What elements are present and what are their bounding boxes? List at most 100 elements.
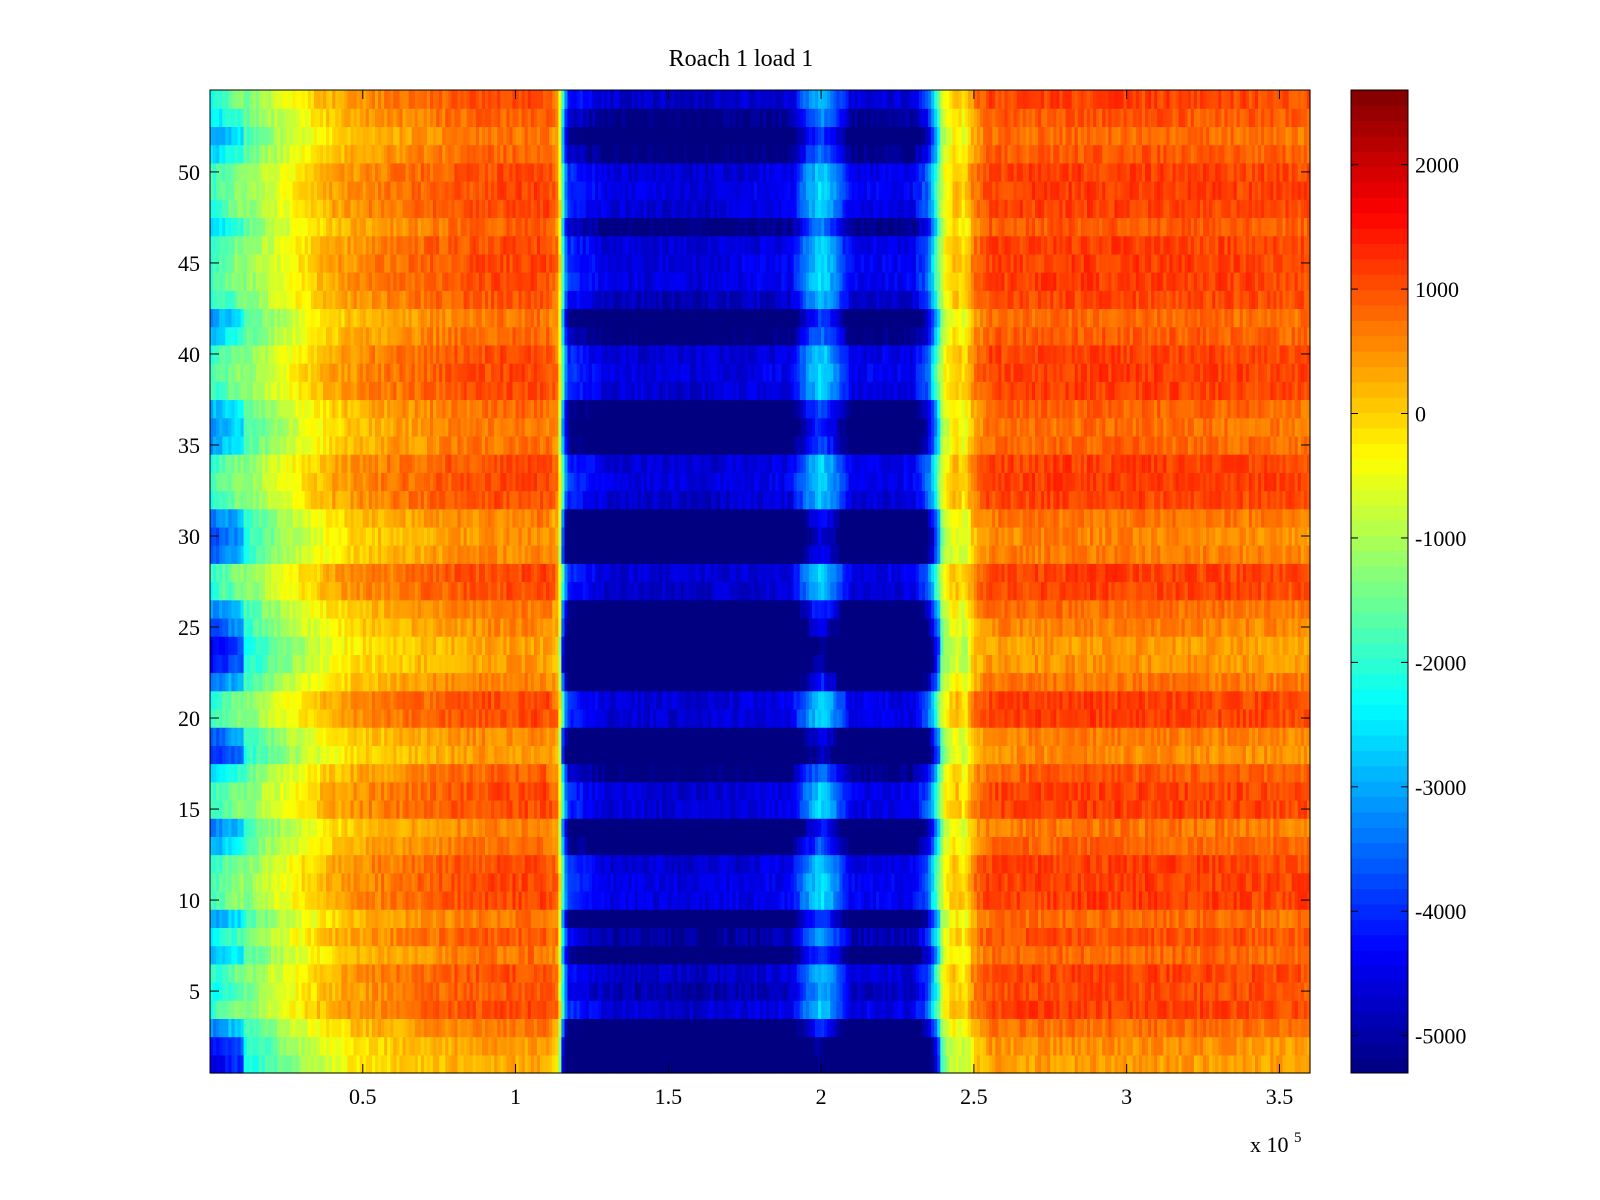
heatmap-cell	[430, 1054, 434, 1074]
heatmap-cell	[261, 1000, 266, 1019]
heatmap-cell	[576, 1036, 581, 1056]
heatmap-cell	[726, 1054, 731, 1074]
heatmap-cell	[747, 981, 752, 1001]
heatmap-cell	[680, 1000, 685, 1019]
heatmap-cell	[909, 1000, 914, 1019]
heatmap-cell	[1196, 1000, 1201, 1019]
heatmap-cell	[775, 1054, 779, 1074]
heatmap-cell	[588, 1018, 593, 1038]
heatmap-cell	[625, 1000, 630, 1019]
heatmap-cell	[390, 1036, 394, 1056]
heatmap-cell	[540, 1018, 544, 1038]
heatmap-cell	[1080, 1054, 1085, 1074]
heatmap-cell	[295, 1018, 300, 1038]
heatmap-cell	[1148, 1018, 1152, 1038]
heatmap-cell	[854, 981, 859, 1001]
heatmap-cell	[289, 981, 294, 1001]
heatmap-cell	[909, 981, 914, 1001]
heatmap-cell	[808, 1054, 813, 1074]
heatmap-cell	[711, 1036, 715, 1056]
heatmap-cell	[219, 1018, 223, 1038]
heatmap-cell	[781, 981, 786, 1001]
heatmap-cell	[567, 1018, 572, 1038]
heatmap-cell	[973, 1018, 978, 1038]
heatmap-row	[210, 1036, 1311, 1056]
heatmap-cell	[1025, 1018, 1030, 1038]
heatmap-cell	[1190, 1000, 1195, 1019]
heatmap-cell	[643, 1000, 648, 1019]
heatmap-cell	[934, 1018, 938, 1038]
heatmap-cell	[240, 981, 245, 1001]
heatmap-cell	[570, 1000, 575, 1019]
heatmap-cell	[555, 1036, 559, 1056]
heatmap-cell	[1230, 1000, 1235, 1019]
heatmap-cell	[937, 1054, 941, 1074]
heatmap-cell	[1022, 1054, 1027, 1074]
heatmap-cell	[1273, 1054, 1277, 1074]
heatmap-cell	[1221, 1018, 1226, 1038]
heatmap-cell	[280, 1000, 284, 1019]
heatmap-cell	[1041, 1036, 1045, 1056]
heatmap-cell	[1102, 1018, 1106, 1038]
heatmap-cell	[720, 1018, 724, 1038]
heatmap-cell	[686, 1036, 691, 1056]
heatmap-cell	[931, 981, 935, 1001]
heatmap-cell	[445, 1036, 449, 1056]
heatmap-cell	[1203, 1000, 1207, 1019]
heatmap-cell	[781, 1018, 786, 1038]
heatmap-cell	[802, 1054, 807, 1074]
heatmap-cell	[870, 1054, 874, 1074]
heatmap-cell	[1160, 1000, 1164, 1019]
heatmap-cell	[1215, 1036, 1219, 1056]
heatmap-cell	[384, 1000, 388, 1019]
heatmap-cell	[1077, 1018, 1082, 1038]
heatmap-cell	[876, 1018, 880, 1038]
heatmap-cell	[756, 981, 761, 1001]
heatmap-cell	[457, 1000, 462, 1019]
heatmap-cell	[280, 981, 284, 1001]
heatmap-cell	[656, 1036, 660, 1056]
heatmap-cell	[298, 1054, 303, 1074]
heatmap-cell	[1160, 1054, 1164, 1074]
heatmap-cell	[1261, 1018, 1265, 1038]
heatmap-cell	[481, 1054, 486, 1074]
heatmap-cell	[460, 1000, 465, 1019]
heatmap-cell	[576, 1000, 581, 1019]
heatmap-cell	[286, 1018, 291, 1038]
heatmap-cell	[1306, 1000, 1311, 1019]
heatmap-cell	[848, 1036, 853, 1056]
heatmap-cell	[558, 1036, 562, 1056]
heatmap-cell	[610, 1018, 614, 1038]
heatmap-cell	[1086, 1000, 1091, 1019]
heatmap-cell	[928, 1000, 932, 1019]
heatmap-cell	[228, 1054, 232, 1074]
heatmap-cell	[1031, 1000, 1036, 1019]
heatmap-cell	[1093, 1000, 1097, 1019]
heatmap-cell	[610, 981, 614, 1001]
heatmap-cell	[778, 1036, 782, 1056]
heatmap-cell	[744, 981, 749, 1001]
heatmap-cell	[530, 981, 535, 1001]
heatmap-cell	[469, 1018, 474, 1038]
heatmap-cell	[488, 1054, 492, 1074]
heatmap-cell	[1141, 1018, 1146, 1038]
heatmap-cell	[1212, 1018, 1216, 1038]
heatmap-cell	[659, 1018, 663, 1038]
heatmap-cell	[298, 981, 303, 1001]
heatmap-cell	[796, 1000, 801, 1019]
heatmap-cell	[588, 1036, 593, 1056]
heatmap-cell	[747, 1054, 752, 1074]
heatmap-cell	[472, 1018, 477, 1038]
heatmap-cell	[567, 1036, 572, 1056]
heatmap-cell	[283, 981, 287, 1001]
heatmap-cell	[1071, 1054, 1076, 1074]
heatmap-cell	[921, 1054, 926, 1074]
heatmap-cell	[613, 1018, 617, 1038]
heatmap-cell	[533, 1018, 538, 1038]
heatmap-cell	[219, 1054, 223, 1074]
heatmap-cell	[500, 1000, 504, 1019]
heatmap-cell	[937, 1000, 941, 1019]
heatmap-cell	[863, 981, 868, 1001]
heatmap-cell	[1215, 1000, 1219, 1019]
heatmap-cell	[362, 1000, 367, 1019]
